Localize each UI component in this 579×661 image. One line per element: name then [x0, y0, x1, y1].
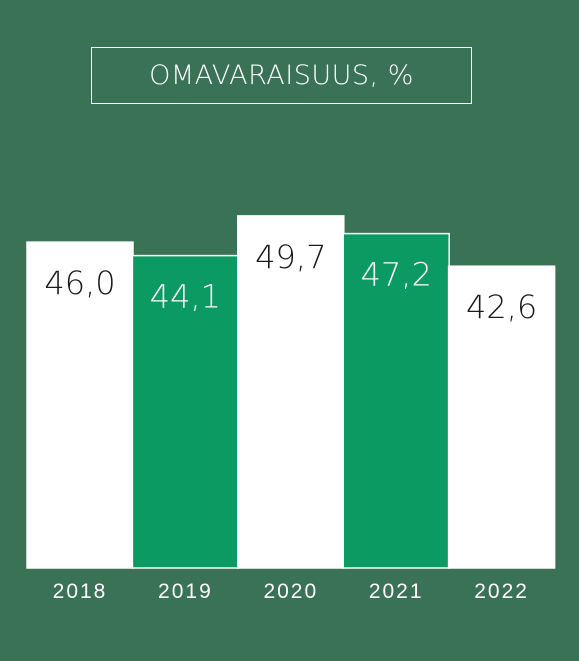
x-tick-label-2020: 2020 [263, 580, 318, 603]
value-label-2018: 46,0 [44, 264, 115, 302]
value-label-2021: 47,2 [361, 256, 432, 294]
x-tick-label-2018: 2018 [53, 580, 108, 603]
bar-2019 [131, 254, 240, 569]
bar-2020 [237, 215, 345, 569]
bar-2021 [342, 232, 450, 569]
x-tick-label-2021: 2021 [369, 580, 424, 603]
x-tick-label-2022: 2022 [474, 580, 529, 603]
bar-2022 [447, 265, 556, 569]
x-tick-label-2019: 2019 [158, 580, 213, 603]
chart-title: OMAVARAISUUS, % [91, 47, 472, 104]
value-label-2020: 49,7 [255, 238, 326, 276]
value-label-2019: 44,1 [150, 278, 221, 316]
bar-2018 [26, 241, 134, 569]
value-label-2022: 42,6 [466, 288, 537, 326]
